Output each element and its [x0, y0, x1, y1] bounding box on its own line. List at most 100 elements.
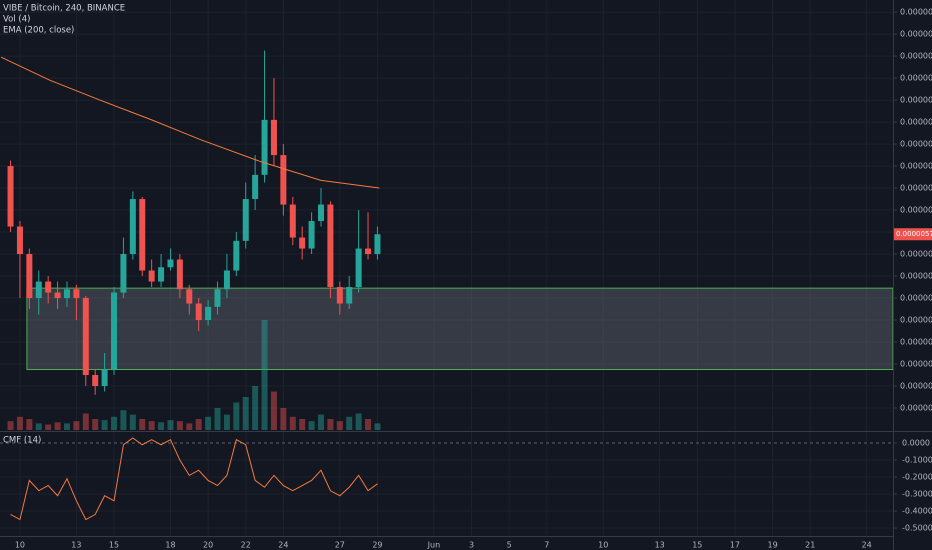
candle-body	[205, 306, 212, 321]
volume-bar	[176, 421, 183, 430]
candle-body	[346, 287, 353, 304]
candle-body	[158, 267, 165, 282]
candle-body	[63, 289, 70, 299]
volume-bar	[167, 420, 174, 430]
x-tick-label: 18	[165, 541, 175, 550]
volume-bar	[223, 414, 230, 430]
candle-body	[242, 199, 249, 241]
x-tick-label: 24	[278, 541, 288, 550]
candle-body	[289, 204, 296, 238]
volume-bar	[261, 320, 268, 430]
volume-bar	[111, 416, 118, 430]
x-tick-label: 5	[507, 541, 512, 550]
y-tick-label: 0.00000520	[900, 294, 932, 303]
ema-legend: EMA (200, close)	[3, 26, 74, 36]
x-tick-label: 10	[598, 541, 608, 550]
volume-bar	[327, 419, 334, 430]
x-tick-label: 3	[469, 541, 474, 550]
candle-body	[176, 259, 183, 290]
candle-body	[223, 270, 230, 290]
y-tick-label: 0.00000780	[900, 8, 932, 17]
y-tick-label: 0.00000620	[900, 184, 932, 193]
volume-bar	[242, 397, 249, 430]
x-tick-label: 7	[544, 541, 549, 550]
volume-bar	[26, 419, 33, 430]
volume-bar	[82, 413, 89, 430]
volume-bar	[195, 419, 202, 430]
y-tick-label: 0.00000420	[900, 404, 932, 413]
candle-body	[120, 254, 127, 293]
candle-body	[365, 248, 372, 255]
candle-body	[327, 204, 334, 288]
candle-body	[26, 254, 33, 299]
volume-bar	[280, 408, 287, 430]
candle-body	[308, 221, 315, 249]
cmf-line	[10, 437, 378, 521]
candle-body	[101, 369, 108, 387]
y-tick-label: -0.2000	[902, 473, 932, 482]
candle-body	[111, 292, 118, 370]
candle-body	[129, 199, 136, 255]
y-tick-label: -0.1000	[902, 456, 932, 465]
volume-bar	[299, 419, 306, 430]
y-tick-label: 0.00000640	[900, 162, 932, 171]
volume-bar	[186, 423, 193, 430]
volume-bar	[336, 421, 343, 430]
candle-body	[167, 259, 174, 268]
candle-body	[195, 303, 202, 321]
candle-body	[355, 248, 362, 288]
volume-bar	[101, 420, 108, 430]
volume-bar	[129, 414, 136, 430]
volume-bar	[289, 416, 296, 430]
volume-bar	[7, 421, 14, 430]
candle-body	[139, 199, 146, 271]
volume-bar	[233, 402, 240, 430]
candle-body	[374, 234, 381, 255]
candle-body	[261, 119, 268, 175]
x-tick-label: 21	[805, 541, 815, 550]
candle-body	[233, 240, 240, 271]
candle-body	[270, 119, 277, 156]
volume-bar	[148, 421, 155, 430]
x-tick-label: 29	[372, 541, 382, 550]
volume-bar	[45, 424, 52, 430]
y-tick-label: 0.00000460	[900, 360, 932, 369]
volume-bar	[308, 421, 315, 430]
volume-bar	[16, 416, 23, 430]
x-tick-label: 17	[730, 541, 740, 550]
x-tick-label: 13	[71, 541, 81, 550]
y-tick-label: -0.3000	[902, 490, 932, 499]
y-tick-label: 0.00000680	[900, 118, 932, 127]
last-price-box	[894, 228, 932, 241]
y-tick-label: 0.00000560	[900, 250, 932, 259]
candle-body	[16, 226, 23, 255]
candle-body	[148, 270, 155, 282]
cmf-title: CMF (14)	[3, 436, 41, 446]
volume-bar	[355, 413, 362, 430]
volume-bar	[54, 422, 61, 430]
volume-bar	[158, 422, 165, 430]
x-tick-label: 24	[862, 541, 872, 550]
candle-body	[54, 292, 61, 299]
y-tick-label: 0.0000	[902, 439, 930, 448]
y-tick-label: 0.00000740	[900, 52, 932, 61]
candle-body	[280, 155, 287, 205]
candle-body	[82, 298, 89, 376]
y-tick-label: 0.00000720	[900, 74, 932, 83]
candle-body	[35, 281, 42, 299]
y-tick-label: 0.00000760	[900, 30, 932, 39]
volume-bar	[317, 414, 324, 430]
y-tick-label: 0.00000600	[900, 206, 932, 215]
candle-body	[214, 289, 221, 307]
ema-line	[0, 56, 380, 189]
candle-body	[73, 289, 80, 299]
volume-bar	[73, 421, 80, 430]
volume-bar	[214, 408, 221, 430]
volume-bar	[63, 423, 70, 430]
x-tick-label: 10	[15, 541, 25, 550]
candle-body	[252, 174, 259, 200]
x-tick-label: 19	[767, 541, 777, 550]
